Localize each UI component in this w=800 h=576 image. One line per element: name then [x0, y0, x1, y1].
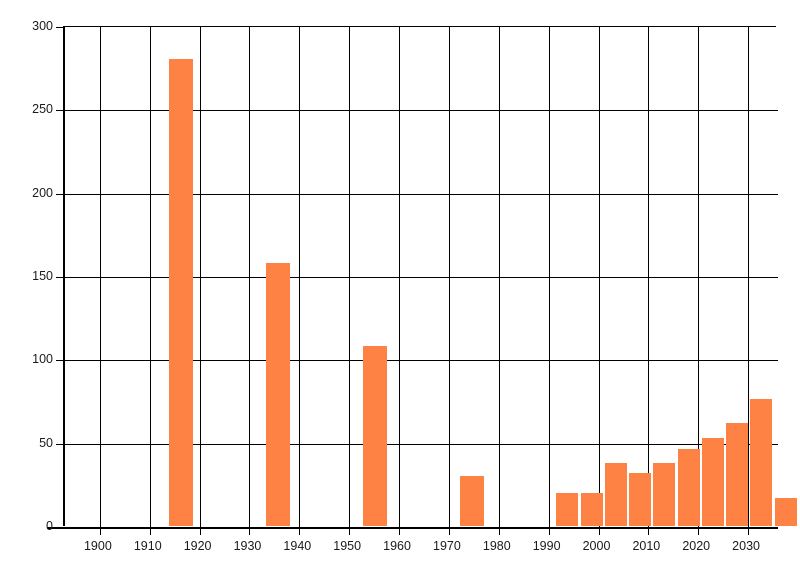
- y-tick-label: 300: [32, 19, 53, 33]
- bar[interactable]: [266, 262, 290, 526]
- y-tick-label: 50: [39, 435, 53, 450]
- bar[interactable]: [750, 399, 772, 526]
- x-tick-label: 1940: [283, 539, 312, 553]
- x-tick-label: 2030: [732, 539, 760, 553]
- bar[interactable]: [460, 476, 484, 526]
- bar[interactable]: [629, 472, 651, 526]
- y-tick: [56, 193, 65, 195]
- x-tick-label: 2000: [582, 539, 611, 553]
- x-tick: [448, 527, 450, 535]
- x-tick: [299, 527, 301, 535]
- x-tick: [748, 527, 750, 535]
- bar[interactable]: [363, 346, 387, 526]
- gridline-vertical: [399, 27, 401, 527]
- gridline-vertical: [498, 27, 500, 527]
- bar[interactable]: [169, 59, 193, 526]
- bar[interactable]: [581, 492, 603, 526]
- bar[interactable]: [702, 437, 724, 526]
- x-tick: [249, 527, 251, 535]
- x-tick-label: 1980: [482, 539, 511, 553]
- y-tick: [56, 110, 65, 112]
- y-tick-label: 200: [32, 185, 53, 200]
- gridline-vertical: [199, 27, 201, 527]
- x-tick: [598, 527, 600, 535]
- gridline-horizontal: [65, 193, 778, 195]
- bar[interactable]: [678, 449, 700, 526]
- y-tick-label: 0: [46, 519, 53, 533]
- y-tick-label: 100: [32, 352, 53, 367]
- bar[interactable]: [775, 497, 797, 526]
- gridline-horizontal: [65, 443, 778, 445]
- x-tick-label: 1910: [133, 539, 162, 553]
- x-tick-label: 1960: [383, 539, 411, 553]
- x-tick-label: 1990: [532, 539, 561, 553]
- x-tick-label: 2020: [682, 539, 711, 553]
- bar[interactable]: [653, 462, 675, 526]
- x-tick-label: 1920: [183, 539, 212, 553]
- gridline-vertical: [448, 27, 450, 527]
- y-tick-label: 250: [32, 102, 53, 117]
- y-tick: [56, 443, 65, 445]
- bar[interactable]: [726, 422, 748, 526]
- y-tick: [56, 277, 65, 278]
- gridline-horizontal: [65, 360, 778, 362]
- gridline-vertical: [748, 27, 750, 527]
- y-tick: [56, 27, 65, 28]
- gridline-vertical: [698, 27, 700, 527]
- y-tick: [56, 360, 65, 362]
- x-tick: [149, 527, 151, 535]
- x-tick-label: 1970: [433, 539, 461, 553]
- bar[interactable]: [556, 492, 578, 526]
- bar[interactable]: [605, 462, 627, 526]
- gridline-vertical: [299, 27, 301, 527]
- gridline-horizontal: [65, 277, 778, 278]
- plot-area: [47, 26, 797, 535]
- x-tick: [548, 527, 550, 535]
- x-tick: [698, 527, 700, 535]
- gridline-horizontal: [65, 110, 778, 112]
- x-tick-label: 1930: [233, 539, 262, 553]
- x-tick: [498, 527, 500, 535]
- x-tick-label: 1950: [333, 539, 362, 553]
- gridline-vertical: [349, 27, 351, 527]
- gridline-vertical: [648, 27, 650, 527]
- gridline-vertical: [99, 27, 101, 527]
- gridline-vertical: [548, 27, 550, 527]
- gridline-vertical: [598, 27, 600, 527]
- x-tick: [199, 527, 201, 535]
- gridline-vertical: [249, 27, 251, 527]
- x-tick: [349, 527, 351, 535]
- x-axis-line: [47, 527, 778, 529]
- x-tick: [99, 527, 101, 535]
- x-tick-label: 2010: [632, 539, 661, 553]
- y-tick-label: 150: [32, 269, 53, 283]
- x-tick: [648, 527, 650, 535]
- gridline-vertical: [149, 27, 151, 527]
- x-tick: [399, 527, 401, 535]
- x-tick-label: 1900: [83, 539, 112, 553]
